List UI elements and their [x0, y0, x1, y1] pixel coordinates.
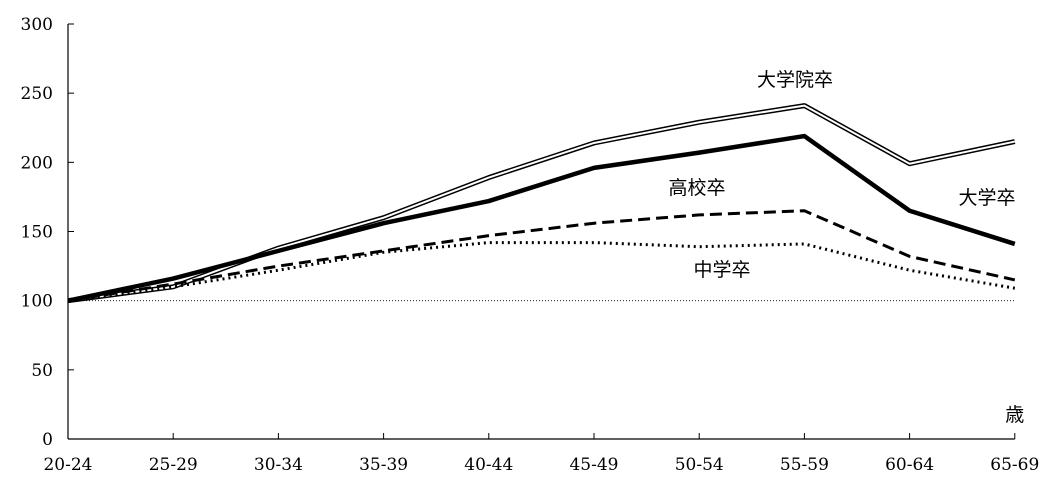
y-tick-label: 150 [21, 223, 53, 243]
series-label-大学卒: 大学卒 [958, 187, 1015, 209]
x-tick-label: 25-29 [149, 455, 198, 475]
series-line-大学院卒 [67, 103, 1016, 304]
series-line-高校卒 [67, 209, 1016, 303]
series-label-高校卒: 高校卒 [668, 177, 725, 199]
y-tick-label: 200 [21, 153, 53, 173]
x-tick-label: 30-34 [254, 455, 303, 475]
y-tick-label: 300 [21, 15, 53, 35]
series-line-大学院卒-inner [67, 104, 1016, 302]
y-tick-label: 100 [21, 292, 53, 312]
x-tick-label: 35-39 [359, 455, 408, 475]
series-label-中学卒: 中学卒 [693, 259, 750, 281]
x-tick-label: 60-64 [885, 455, 934, 475]
x-tick-label: 55-59 [780, 455, 829, 475]
series-line-大学卒 [67, 133, 1016, 303]
x-axis-unit-label: 歳 [1005, 404, 1024, 426]
x-tick-label: 50-54 [675, 455, 724, 475]
x-tick-label: 20-24 [43, 455, 92, 475]
x-tick-label: 45-49 [569, 455, 618, 475]
y-tick-label: 0 [42, 430, 53, 450]
x-tick-label: 40-44 [464, 455, 513, 475]
x-tick-label: 65-69 [990, 455, 1039, 475]
plot-area: 0 50 100 150 200 250 300 20-24 25-29 30-34 35-39 40… [21, 15, 1040, 475]
y-tick-label: 50 [31, 361, 53, 381]
y-tick-label: 250 [21, 84, 53, 104]
series-label-大学院卒: 大学院卒 [757, 69, 833, 91]
